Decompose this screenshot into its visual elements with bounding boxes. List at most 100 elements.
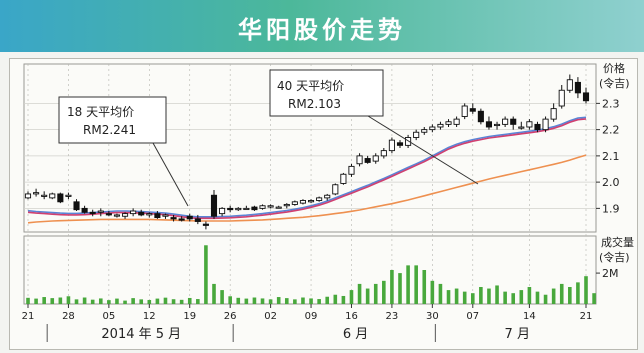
volume-bar bbox=[115, 298, 119, 304]
candle-body bbox=[364, 158, 371, 163]
volume-bar bbox=[470, 293, 475, 304]
volume-bar bbox=[82, 297, 87, 304]
candle-body bbox=[154, 213, 161, 219]
x-tick-label: 23 bbox=[386, 311, 399, 322]
candle-body bbox=[388, 139, 395, 152]
candle-body bbox=[146, 213, 153, 216]
volume-bar bbox=[74, 299, 79, 304]
candle-body bbox=[202, 223, 209, 226]
volume-bar bbox=[66, 296, 71, 304]
volume-bar bbox=[196, 299, 200, 304]
candle-body bbox=[566, 79, 573, 91]
annotation-ma40: 40 天平均价 RM2.103 bbox=[269, 69, 479, 185]
x-tick-label: 09 bbox=[305, 311, 318, 322]
annotation-ma18-box bbox=[58, 96, 167, 144]
ma18-line bbox=[27, 118, 587, 220]
candle-body bbox=[291, 201, 298, 205]
volume-bar bbox=[479, 287, 483, 304]
candle-body bbox=[259, 205, 266, 209]
candle-body bbox=[105, 213, 112, 216]
header-banner: 华阳股价走势 bbox=[0, 0, 644, 52]
candle-body bbox=[299, 200, 307, 204]
annotation-ma40-pointer bbox=[367, 115, 479, 185]
candle-body bbox=[534, 123, 541, 131]
candle-body bbox=[41, 194, 48, 197]
volume-bar bbox=[107, 300, 111, 304]
candle-body bbox=[413, 131, 420, 138]
month-label: 7 月 bbox=[505, 327, 530, 342]
volume-bar bbox=[50, 298, 55, 304]
volume-bar bbox=[293, 299, 297, 304]
candle-body bbox=[453, 118, 460, 125]
x-tick-label: 05 bbox=[103, 311, 116, 322]
x-tick-label: 16 bbox=[345, 311, 358, 322]
volume-bar bbox=[382, 280, 386, 304]
volume-bar bbox=[576, 282, 580, 304]
x-tick-label: 21 bbox=[580, 311, 593, 322]
volume-bar bbox=[430, 280, 435, 304]
volume-axis-unit: (令吉) bbox=[599, 250, 630, 264]
volume-bars bbox=[26, 245, 596, 304]
volume-bar bbox=[187, 297, 192, 304]
candle-body bbox=[558, 89, 565, 107]
price-tick-label: 2.0 bbox=[602, 176, 620, 189]
volume-bar bbox=[527, 287, 532, 304]
annotation-ma40-box bbox=[269, 69, 384, 117]
candle-body bbox=[574, 81, 581, 94]
volume-bar bbox=[365, 288, 370, 304]
page-title: 华阳股价走势 bbox=[238, 16, 406, 44]
candlesticks bbox=[24, 74, 590, 230]
volume-bar bbox=[446, 290, 451, 304]
x-tick-label: 07 bbox=[466, 311, 479, 322]
candle-body bbox=[33, 192, 40, 195]
candle-body bbox=[348, 165, 355, 175]
volume-bar bbox=[171, 299, 176, 304]
x-tick-label: 19 bbox=[183, 311, 196, 322]
volume-bar bbox=[228, 296, 232, 304]
volume-bar bbox=[357, 283, 362, 304]
candle-body bbox=[356, 155, 363, 165]
candle-body bbox=[461, 105, 468, 117]
price-panel-border bbox=[23, 63, 597, 233]
candle-body bbox=[332, 184, 339, 195]
volume-bar bbox=[333, 294, 338, 304]
volume-bar bbox=[454, 288, 459, 304]
candle-body bbox=[477, 110, 484, 123]
volume-bar bbox=[309, 298, 313, 304]
volume-ticks: 2M bbox=[596, 267, 619, 280]
candle-body bbox=[429, 126, 436, 131]
volume-bar bbox=[42, 297, 46, 304]
candle-body bbox=[65, 194, 72, 197]
ma40-line bbox=[27, 154, 587, 224]
candle-body bbox=[113, 214, 121, 217]
candle-body bbox=[493, 123, 501, 127]
volume-bar bbox=[58, 297, 63, 304]
volume-bar bbox=[487, 288, 491, 304]
candle-body bbox=[81, 207, 88, 213]
volume-bar bbox=[584, 276, 588, 304]
x-tick-label: 28 bbox=[62, 311, 75, 322]
annotation-ma40-label: 40 天平均价 bbox=[277, 79, 344, 93]
candle-body bbox=[283, 203, 290, 207]
candle-body bbox=[405, 137, 412, 146]
volume-bar bbox=[34, 298, 38, 304]
volume-bar bbox=[511, 293, 516, 304]
annotation-ma18-value: RM2.241 bbox=[83, 123, 136, 137]
volume-bar bbox=[163, 297, 168, 304]
candle-body bbox=[396, 142, 404, 146]
price-axis-label: 价格 bbox=[603, 61, 625, 75]
candle-body bbox=[49, 193, 56, 199]
volume-bar bbox=[406, 265, 410, 304]
candle-body bbox=[542, 118, 549, 131]
candle-body bbox=[89, 211, 96, 215]
month-labels: 2014 年 5 月 6 月 7 月 bbox=[46, 324, 530, 342]
volume-bar bbox=[535, 291, 540, 304]
volume-bar bbox=[236, 297, 241, 304]
volume-bar bbox=[301, 297, 305, 304]
volume-bar bbox=[438, 283, 443, 304]
ma-blue-line bbox=[27, 116, 587, 218]
candle-body bbox=[210, 194, 218, 217]
volume-bar bbox=[131, 298, 135, 304]
volume-bar bbox=[519, 290, 524, 304]
